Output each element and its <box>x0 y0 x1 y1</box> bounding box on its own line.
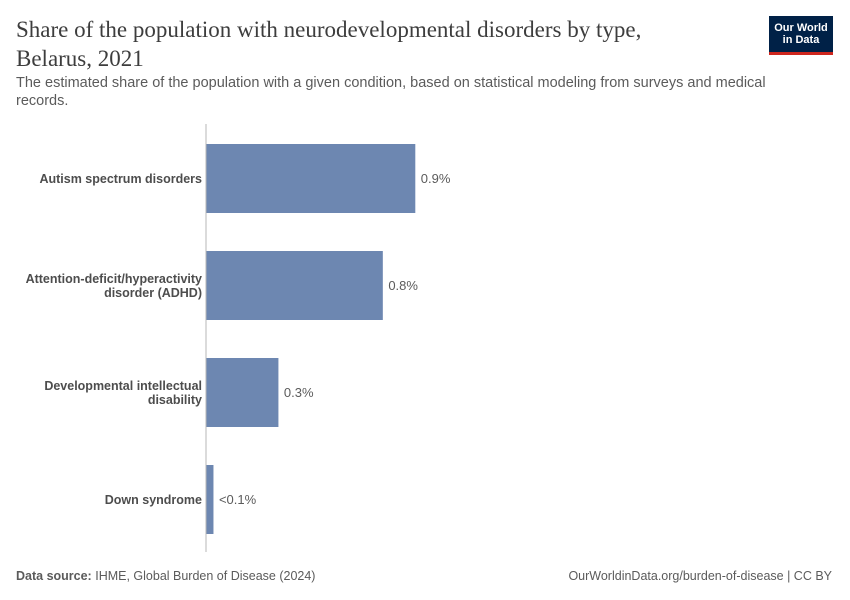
data-source: Data source: IHME, Global Burden of Dise… <box>16 569 315 583</box>
data-source-text: IHME, Global Burden of Disease (2024) <box>95 569 316 583</box>
category-label-line: Attention-deficit/hyperactivity <box>26 272 202 286</box>
owid-logo[interactable]: Our World in Data <box>769 16 833 55</box>
category-label: Attention-deficit/hyperactivity disorder … <box>26 272 202 300</box>
category-label-line: Developmental intellectual <box>44 379 202 393</box>
bar-chart: 0.9% Autism spectrum disorders 0.8% Attenti… <box>26 124 451 552</box>
bar[interactable] <box>206 358 279 427</box>
bar-value-label: 0.8% <box>388 278 418 293</box>
data-source-label: Data source: <box>16 569 92 583</box>
category-label-line: disorder (ADHD) <box>104 286 202 300</box>
category-label-line: Autism spectrum disorders <box>39 172 202 186</box>
bar-value-label: 0.9% <box>421 171 451 186</box>
chart-title: Share of the population with neurodevelo… <box>16 17 642 71</box>
category-label-line: disability <box>148 393 202 407</box>
category-label: Developmental intellectual disability <box>44 379 202 407</box>
category-label-line: Down syndrome <box>105 493 202 507</box>
bar-value-label: 0.3% <box>284 385 314 400</box>
source-url[interactable]: OurWorldinData.org/burden-of-disease | C… <box>568 569 832 583</box>
category-label: Down syndrome <box>105 493 202 507</box>
bar-value-label: <0.1% <box>219 492 257 507</box>
bar[interactable] <box>206 465 214 534</box>
category-label: Autism spectrum disorders <box>39 172 202 186</box>
logo-line-1: Our World <box>774 22 828 34</box>
bar[interactable] <box>206 144 416 213</box>
logo-line-2: in Data <box>782 34 820 46</box>
chart-subtitle: The estimated share of the population wi… <box>16 75 766 110</box>
bar[interactable] <box>206 251 383 320</box>
